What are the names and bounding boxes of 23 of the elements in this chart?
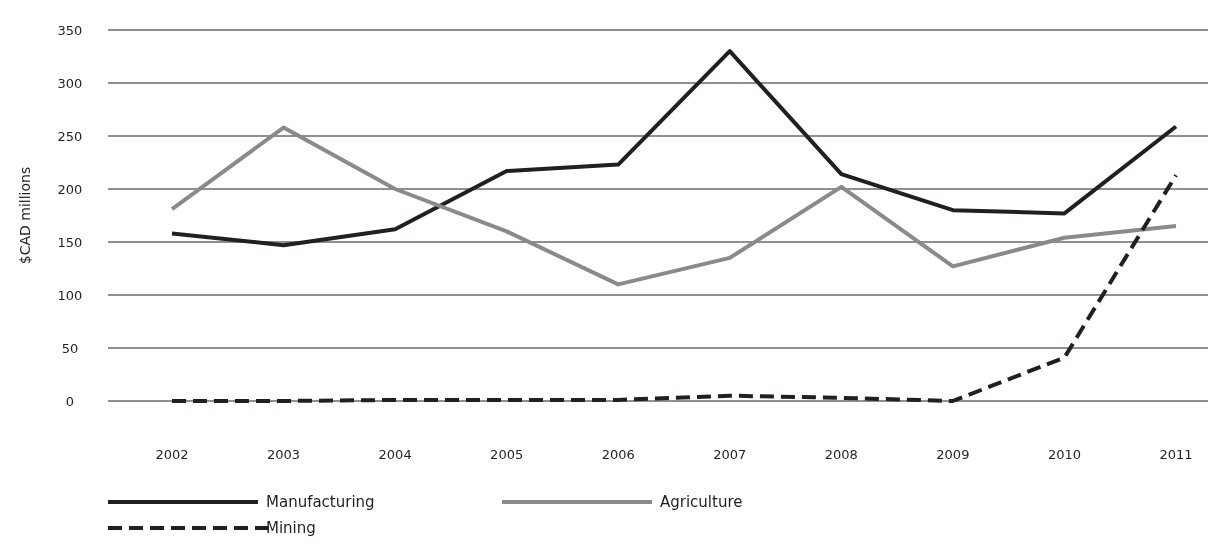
legend-label: Mining: [266, 519, 316, 538]
y-axis-title: $CAD millions: [17, 166, 33, 265]
y-tick-label: 250: [57, 128, 83, 144]
x-tick-label: 2004: [378, 447, 412, 462]
y-tick-label: 300: [57, 75, 83, 91]
y-tick-label: 100: [57, 287, 83, 303]
x-tick-label: 2011: [1159, 447, 1193, 462]
y-tick-label: 200: [57, 181, 83, 197]
x-tick-label: 2007: [713, 447, 747, 462]
x-tick-label: 2003: [267, 447, 301, 462]
line-series: [170, 125, 1178, 287]
x-tick-label: 2010: [1047, 447, 1081, 462]
x-tick-label: 2008: [824, 447, 858, 462]
legend-label: Agriculture: [660, 493, 743, 512]
y-tick-label: 350: [57, 22, 83, 38]
x-tick-label: 2005: [490, 447, 524, 462]
y-tick-label: 50: [61, 340, 79, 356]
legend-label: Manufacturing: [266, 493, 375, 512]
y-tick-label: 150: [57, 234, 83, 250]
x-tick-label: 2002: [155, 447, 189, 462]
x-tick-label: 2006: [601, 447, 635, 462]
y-tick-label: 0: [65, 393, 75, 409]
x-tick-label: 2009: [936, 447, 970, 462]
